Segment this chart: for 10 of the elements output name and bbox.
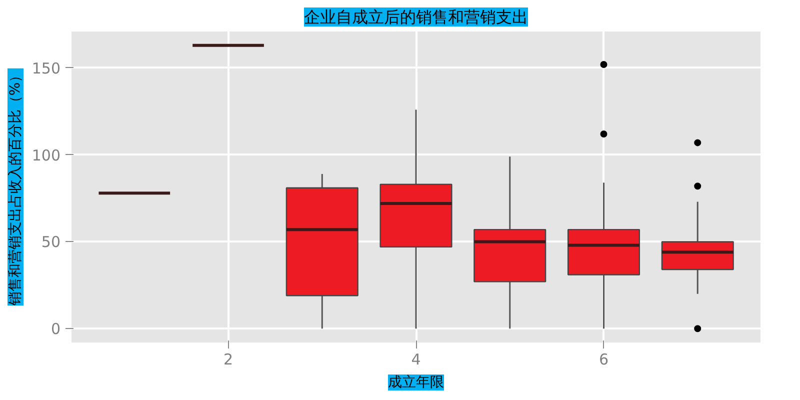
chart-title: 企业自成立后的销售和营销支出 <box>304 8 528 26</box>
x-tick-label: 6 <box>598 350 609 368</box>
y-tick-label: 100 <box>32 146 61 164</box>
x-axis-title: 成立年限 <box>388 374 444 390</box>
x-tick-label: 4 <box>411 350 421 368</box>
y-tick-label: 150 <box>32 59 61 78</box>
y-axis-title: 销售和营销支出占收入的百分比（%） <box>8 68 24 307</box>
x-tick-label: 2 <box>223 350 234 368</box>
y-tick-label: 50 <box>41 233 61 252</box>
y-tick-label: 0 <box>50 320 61 338</box>
